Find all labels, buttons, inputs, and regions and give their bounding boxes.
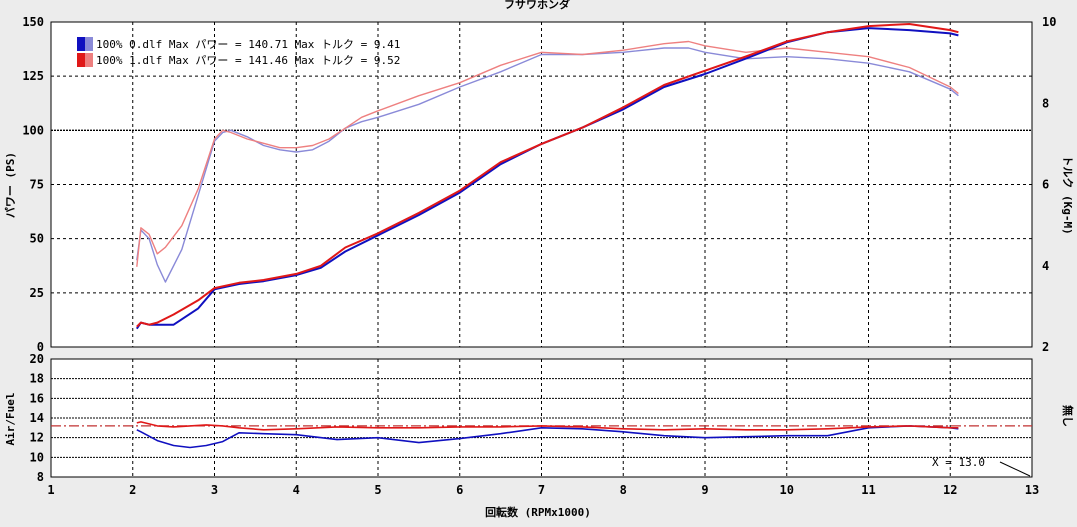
legend-swatch-1-light (85, 53, 93, 67)
x-tick-label-7: 7 (538, 483, 545, 497)
af-y-tick-12: 12 (30, 431, 44, 445)
legend-label-0: 100% 0.dlf Max パワー = 140.71 Max トルク = 9.… (96, 38, 400, 51)
x-tick-label-8: 8 (620, 483, 627, 497)
x-tick-label-13: 13 (1025, 483, 1039, 497)
x-tick-label-2: 2 (129, 483, 136, 497)
y-right-tick-10: 10 (1042, 15, 1056, 29)
y-right-label-torque: トルク (Kg-M) (1061, 155, 1074, 234)
series-line-3 (136, 23, 959, 328)
legend-swatch-1 (77, 53, 85, 67)
x-tick-label-10: 10 (780, 483, 794, 497)
x-tick-label-11: 11 (861, 483, 875, 497)
af-y-tick-8: 8 (37, 470, 44, 484)
legend-swatch-0-light (85, 37, 93, 51)
x-tick-label-6: 6 (456, 483, 463, 497)
x-tick-label-1: 1 (47, 483, 54, 497)
legend-entry-0: 100% 0.dlf Max パワー = 140.71 Max トルク = 9.… (77, 37, 400, 51)
y-right-tick-2: 2 (1042, 340, 1049, 354)
y-left-tick-75: 75 (30, 178, 44, 192)
af-y-tick-20: 20 (30, 352, 44, 366)
af-series-line-0 (136, 425, 959, 449)
af-y-tick-14: 14 (30, 411, 44, 425)
y-left-tick-0: 0 (37, 340, 44, 354)
y-left-tick-25: 25 (30, 286, 44, 300)
y-left-tick-125: 125 (22, 69, 44, 83)
legend: 100% 0.dlf Max パワー = 140.71 Max トルク = 9.… (77, 37, 400, 67)
readout: X = 13.0 (932, 456, 1031, 477)
chart-title: フサワホンダ (504, 0, 570, 11)
x-tick-label-3: 3 (211, 483, 218, 497)
af-y-tick-16: 16 (30, 391, 44, 405)
y-right-tick-6: 6 (1042, 178, 1049, 192)
x-tick-label-9: 9 (701, 483, 708, 497)
legend-entry-1: 100% 1.dlf Max パワー = 141.46 Max トルク = 9.… (77, 53, 400, 67)
y-right-tick-4: 4 (1042, 259, 1049, 273)
x-tick-label-4: 4 (293, 483, 300, 497)
x-tick-label-12: 12 (943, 483, 957, 497)
x-tick-label-5: 5 (374, 483, 381, 497)
y-right-label-af: 無し (1061, 405, 1075, 427)
series-line-0 (136, 47, 959, 283)
y-left-label-af: Air/Fuel (4, 393, 17, 446)
legend-swatch-0 (77, 37, 85, 51)
y-left-tick-100: 100 (22, 123, 44, 137)
af-y-tick-10: 10 (30, 450, 44, 464)
x-axis-label: 回転数 (RPMx1000) (485, 505, 591, 519)
af-y-tick-18: 18 (30, 372, 44, 386)
af-series-line-1 (136, 421, 959, 431)
legend-label-1: 100% 1.dlf Max パワー = 141.46 Max トルク = 9.… (96, 54, 400, 67)
y-left-tick-150: 150 (22, 15, 44, 29)
y-right-tick-8: 8 (1042, 96, 1049, 110)
y-left-tick-50: 50 (30, 232, 44, 246)
readout-value: X = 13.0 (932, 456, 985, 469)
y-left-label-power: パワー (PS) (4, 152, 17, 218)
readout-pointer (999, 461, 1031, 477)
